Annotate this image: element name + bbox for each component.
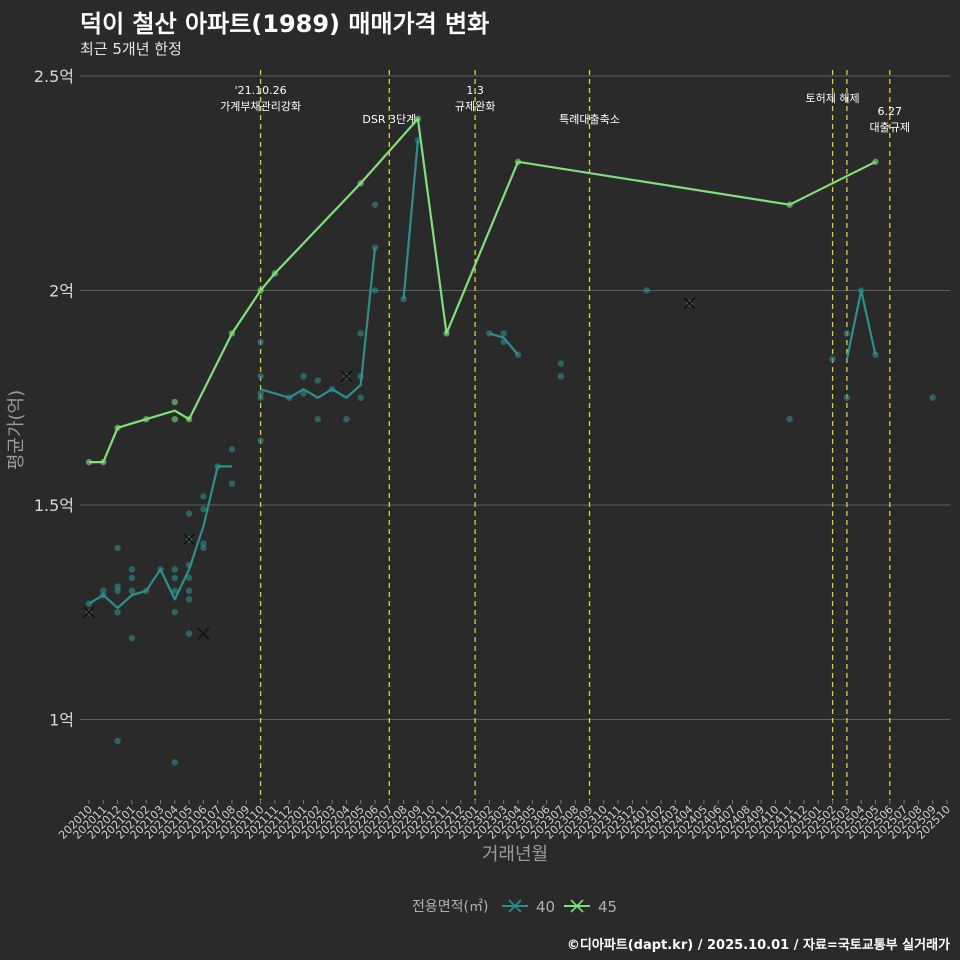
- source-caption: ©디아파트(dapt.kr) / 2025.10.01 / 자료=국토교통부 실…: [566, 938, 950, 953]
- data-point: [343, 416, 350, 423]
- cross-marker: [183, 533, 196, 546]
- data-point: [643, 287, 650, 294]
- data-point: [786, 416, 793, 423]
- annotation-text: 가계부채관리강화: [220, 100, 301, 113]
- series-40: [82, 137, 936, 766]
- annotation-text: 대출규제: [870, 121, 910, 134]
- data-point: [185, 574, 193, 582]
- data-point: [357, 330, 364, 337]
- legend: 전용면적(㎡) 40 45: [412, 898, 617, 916]
- data-point: [300, 373, 307, 380]
- policy-lines: [259, 70, 891, 800]
- cross-marker: [197, 627, 210, 640]
- data-point: [185, 510, 193, 517]
- series-line: [402, 140, 419, 300]
- cross-marker: [82, 606, 96, 619]
- chart-title: 덕이 철산 아파트(1989) 매매가격 변화: [80, 10, 490, 38]
- y-tick-label: 2.5억: [34, 67, 74, 86]
- cross-marker: [683, 297, 696, 310]
- series-line: [489, 332, 519, 356]
- x-axis-ticks: 2020102020112020122021012021022021032021…: [56, 800, 953, 842]
- data-point: [171, 398, 178, 406]
- annotation-text: 1.3: [466, 84, 484, 97]
- data-point: [829, 355, 836, 363]
- data-point: [171, 416, 178, 423]
- annotation-text: 규제완화: [455, 100, 495, 113]
- data-point: [500, 330, 507, 337]
- y-axis-title: 평균가(억): [6, 390, 27, 470]
- annotation-text: 6.27: [878, 105, 903, 118]
- y-tick-label: 1억: [49, 711, 74, 730]
- legend-key-cross: [508, 899, 522, 913]
- data-point: [843, 394, 851, 401]
- data-point: [114, 609, 121, 616]
- series-line: [88, 465, 232, 610]
- data-point: [200, 493, 207, 500]
- data-point: [257, 394, 264, 401]
- data-point: [171, 574, 178, 582]
- data-point: [557, 373, 565, 380]
- annotation-text: 토허제 해제: [806, 91, 860, 105]
- cross-marker: [340, 370, 353, 383]
- data-point: [228, 480, 236, 487]
- legend-key-cross: [570, 899, 584, 913]
- annotation-text: DSR 3단계: [362, 113, 416, 126]
- legend-label: 40: [536, 898, 555, 916]
- data-point: [557, 360, 565, 367]
- data-point: [171, 587, 178, 594]
- data-point: [357, 394, 364, 401]
- data-point: [371, 201, 379, 208]
- data-point: [314, 377, 321, 384]
- series-line: [260, 247, 377, 399]
- data-point: [114, 587, 121, 594]
- data-point: [200, 544, 207, 552]
- annotation-text: '21.10.26: [235, 84, 287, 97]
- data-point: [171, 566, 178, 573]
- y-axis-ticks: 1억 1.5억 2억 2.5억: [34, 67, 74, 730]
- data-point: [114, 544, 121, 552]
- y-tick-label: 2억: [49, 282, 74, 301]
- annotation-text: 특례대출축소: [559, 113, 620, 126]
- data-point: [185, 630, 193, 637]
- chart-subtitle: 최근 5개년 한정: [80, 40, 182, 58]
- data-point: [128, 634, 136, 642]
- data-point: [843, 330, 851, 337]
- data-point: [228, 446, 236, 453]
- grid: [80, 75, 950, 720]
- data-point: [128, 587, 136, 594]
- data-point: [185, 596, 193, 603]
- data-point: [171, 759, 178, 766]
- data-point: [185, 587, 193, 594]
- data-point: [300, 390, 307, 397]
- data-point: [257, 437, 264, 444]
- series-45: [85, 115, 879, 466]
- y-tick-label: 1.5억: [34, 496, 74, 515]
- data-point: [257, 338, 264, 346]
- data-point: [128, 566, 136, 573]
- data-point: [314, 416, 321, 423]
- data-point: [257, 373, 264, 380]
- data-point: [171, 609, 178, 616]
- data-point: [128, 574, 136, 582]
- data-point: [114, 737, 121, 745]
- series-line: [845, 289, 877, 360]
- x-axis-title: 거래년월: [482, 844, 548, 865]
- legend-label: 45: [598, 898, 617, 916]
- series-line: [89, 117, 876, 464]
- data-point: [929, 394, 936, 401]
- data-point: [371, 287, 379, 294]
- series-layer: [82, 115, 936, 766]
- data-point: [200, 506, 207, 513]
- legend-title: 전용면적(㎡): [412, 899, 488, 915]
